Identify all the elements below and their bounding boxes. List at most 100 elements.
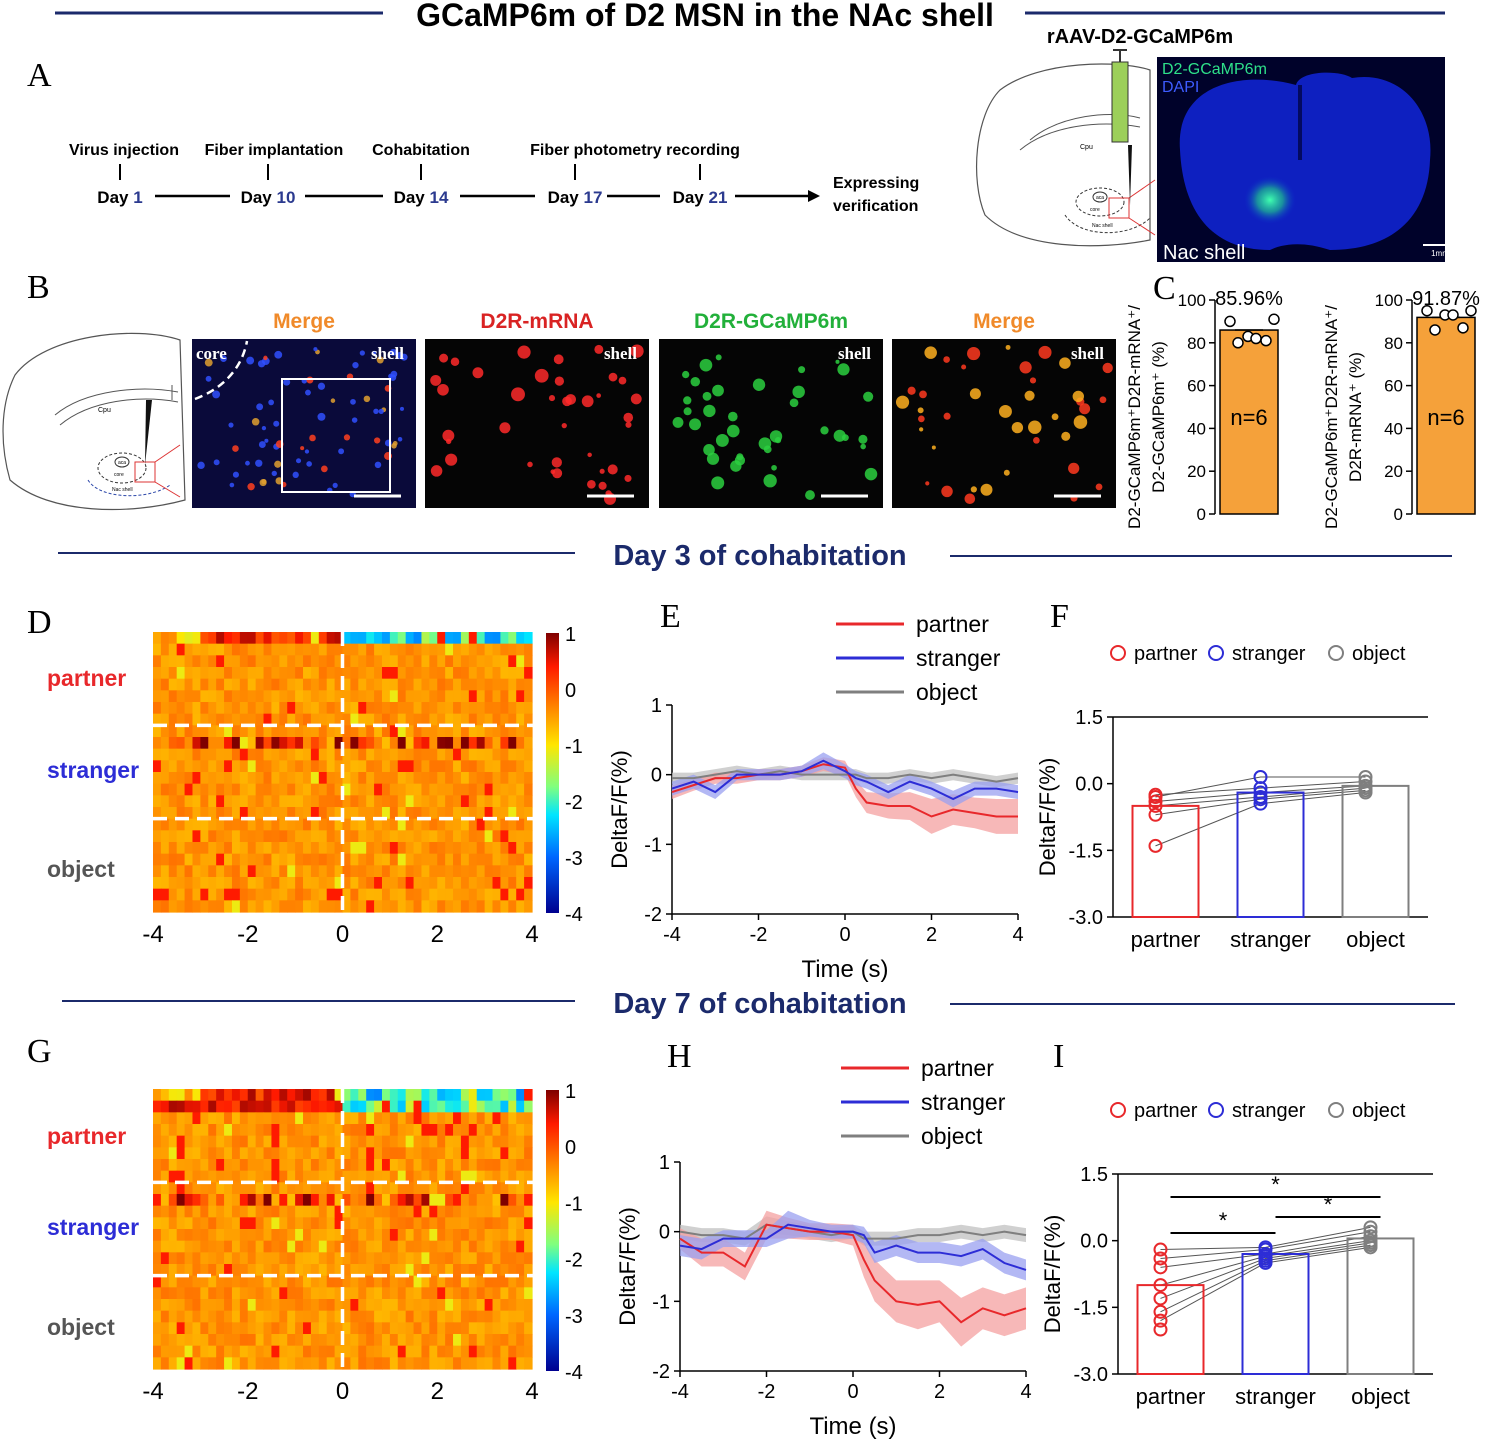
- heatmap-cell: [524, 737, 533, 750]
- heatmap-cell: [168, 725, 178, 738]
- heatmap-cell: [255, 818, 265, 831]
- heatmap-cell: [271, 795, 280, 808]
- heatmap-cell: [200, 842, 209, 855]
- heatmap-cell: [224, 667, 233, 680]
- heatmap-cell: [492, 1170, 502, 1183]
- cell-dot: [682, 370, 690, 379]
- heatmap-cell: [468, 1322, 478, 1335]
- heatmap-cell: [310, 900, 320, 913]
- heatmap-cell: [303, 1240, 312, 1253]
- heatmap-cell: [255, 1322, 265, 1335]
- heatmap-cell: [381, 1205, 391, 1218]
- heatmap-cell: [445, 807, 454, 820]
- heatmap-cell: [397, 818, 407, 831]
- heatmap-cell: [413, 737, 423, 750]
- heatmap-cell: [247, 772, 257, 785]
- heatmap-cell: [492, 900, 502, 913]
- heatmap-cell: [176, 853, 186, 866]
- legend-label-object: object: [916, 679, 978, 705]
- heatmap-cell: [279, 865, 288, 878]
- heatmap-cell: [350, 1357, 359, 1370]
- heatmap-cell: [176, 1147, 186, 1160]
- heatmap-cell: [429, 1170, 438, 1183]
- heatmap-cell: [192, 818, 201, 831]
- heatmap-cell: [445, 1334, 454, 1347]
- heatmap-cell: [247, 1159, 257, 1172]
- heatmap-cell: [192, 900, 201, 913]
- heatmap-cell: [247, 690, 257, 703]
- heatmap-cell: [460, 877, 470, 890]
- heatmap-cell: [492, 1205, 502, 1218]
- heatmap-cell: [192, 1112, 201, 1125]
- heatmap-cell: [334, 760, 344, 773]
- heatmap-cell: [508, 807, 517, 820]
- legend-label-partner: partner: [1134, 643, 1198, 665]
- heatmap-cell: [484, 702, 494, 715]
- heatmap-cell: [397, 1217, 407, 1230]
- heatmap-cell: [160, 725, 170, 738]
- heatmap-cell: [492, 1287, 502, 1300]
- heatmap-cell: [168, 818, 178, 831]
- heatmap-cell: [303, 690, 312, 703]
- heatmap-cell: [508, 1159, 517, 1172]
- heatmap-cell: [310, 1264, 320, 1277]
- heatmap-cell: [216, 795, 225, 808]
- heatmap-cell: [381, 1264, 391, 1277]
- heatmap-cell: [153, 1194, 162, 1207]
- heatmap-cell: [318, 1089, 328, 1102]
- heatmap-cell: [318, 1299, 328, 1312]
- heatmap-cell: [468, 807, 478, 820]
- heatmap-cell: [279, 853, 288, 866]
- heatmap-cell: [460, 865, 470, 878]
- cell-dot: [1038, 345, 1052, 359]
- cell-dot: [551, 457, 562, 468]
- category-label-stranger: stranger: [1230, 927, 1311, 952]
- heatmap-cell: [184, 702, 194, 715]
- heatmap-cell: [160, 690, 170, 703]
- heatmap-cell: [326, 1182, 336, 1195]
- heatmap-cell: [429, 655, 438, 668]
- heatmap-cell: [216, 1299, 225, 1312]
- heatmap-cell: [405, 655, 415, 668]
- heatmap-cell: [468, 1170, 478, 1183]
- heatmap-cell: [334, 853, 344, 866]
- heatmap-cell: [334, 748, 344, 761]
- heatmap-cell: [381, 1299, 391, 1312]
- heatmap-cell: [239, 830, 249, 843]
- heatmap-cell: [350, 783, 359, 796]
- cell-dot: [554, 376, 565, 386]
- heatmap-cell: [492, 690, 502, 703]
- heatmap-cell: [453, 1100, 462, 1113]
- heatmap-cell: [184, 1112, 194, 1125]
- cell-dot: [918, 415, 925, 423]
- heatmap-cell: [381, 1217, 391, 1230]
- heatmap-cell: [168, 1310, 178, 1323]
- heatmap-cell: [184, 713, 194, 726]
- heatmap-cell: [160, 1357, 170, 1370]
- cell-dot: [587, 479, 596, 489]
- heatmap-cell: [271, 1240, 280, 1253]
- heatmap-cell: [200, 678, 209, 691]
- heatmap-cell: [271, 690, 280, 703]
- heatmap-cell: [484, 1345, 494, 1358]
- heatmap-cell: [318, 1194, 328, 1207]
- heatmap-cell: [310, 655, 320, 668]
- heatmap-cell: [476, 842, 486, 855]
- cell-dot: [374, 461, 382, 469]
- heatmap-cell: [460, 1205, 470, 1218]
- colorbar: [546, 633, 559, 913]
- heatmap-cell: [437, 1205, 446, 1218]
- cell-dot: [792, 385, 805, 399]
- heatmap-cell: [318, 690, 328, 703]
- atlas-b-shell-label: Nac shell: [112, 487, 133, 493]
- heatmap-cell: [381, 818, 391, 831]
- heatmap-cell: [429, 1217, 438, 1230]
- heatmap-cell: [437, 643, 446, 656]
- heatmap-cell: [350, 643, 359, 656]
- heatmap-cell: [295, 877, 304, 890]
- heatmap-cell: [437, 748, 446, 761]
- brain-atlas-b: Cpu aca core Nac shell: [2, 332, 186, 511]
- heatmap-cell: [216, 1345, 225, 1358]
- heatmap-cell: [358, 1182, 367, 1195]
